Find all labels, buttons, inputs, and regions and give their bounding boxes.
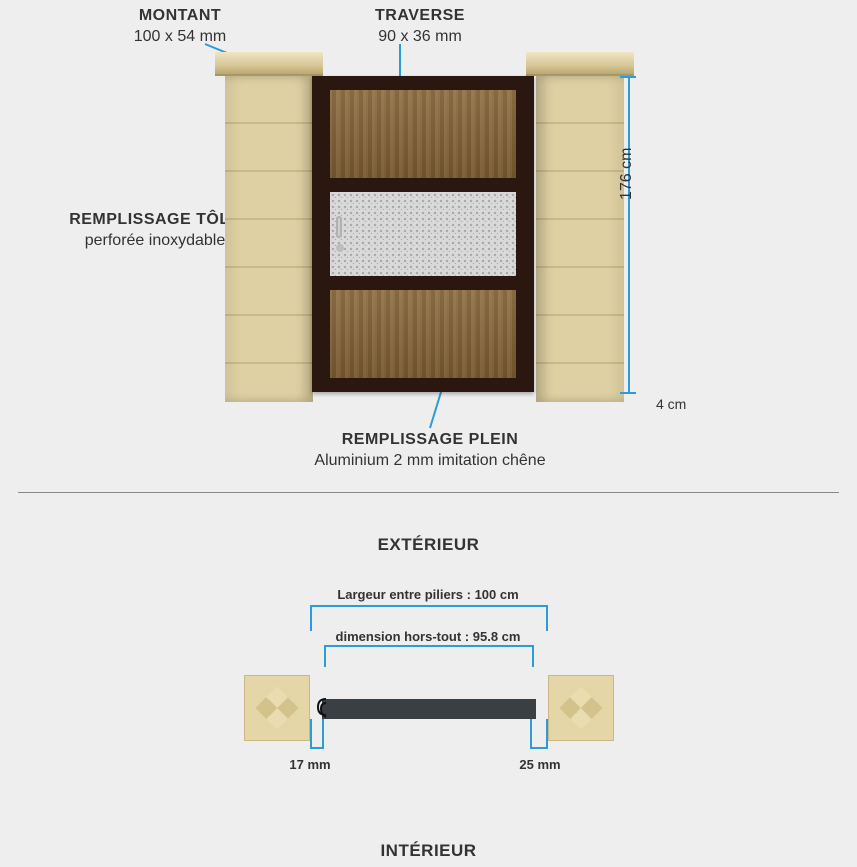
pillar-cap <box>526 52 634 76</box>
gate-rail-bottom <box>330 378 516 392</box>
dim-overall <box>324 645 534 667</box>
top-view-drawing <box>244 675 614 745</box>
dim-overall-label: dimension hors-tout : 95.8 cm <box>278 629 578 644</box>
top-view: EXTÉRIEUR Largeur entre piliers : 100 cm… <box>0 505 857 867</box>
divider <box>18 492 839 493</box>
callout-plein: REMPLISSAGE PLEIN Aluminium 2 mm imitati… <box>240 430 620 472</box>
pillar-left <box>225 52 313 402</box>
dim-between-pillars-label: Largeur entre piliers : 100 cm <box>278 587 578 602</box>
gate-panel-middle <box>330 192 516 276</box>
pillar-body <box>225 76 313 402</box>
callout-title: TRAVERSE <box>320 6 520 27</box>
door-handle-icon <box>336 216 342 238</box>
dim-gap-latch <box>530 719 548 749</box>
callout-title: REMPLISSAGE PLEIN <box>240 430 620 451</box>
gate-rail-mid1 <box>330 178 516 192</box>
callout-sub: 100 x 54 mm <box>90 27 270 48</box>
pillar-top-right <box>548 675 614 741</box>
gate-rail-mid2 <box>330 276 516 290</box>
dim-between-pillars <box>310 605 548 631</box>
door-keyhole-icon <box>336 244 344 252</box>
callout-montant: MONTANT 100 x 54 mm <box>90 6 270 48</box>
gate <box>312 76 534 392</box>
dim-gap-hinge <box>310 719 324 749</box>
section-interior: INTÉRIEUR <box>0 841 857 861</box>
dim-gap-latch-label: 25 mm <box>480 757 600 772</box>
dim-ground-gap-label: 4 cm <box>656 396 686 412</box>
callout-title: MONTANT <box>90 6 270 27</box>
gate-upright-right <box>516 76 534 392</box>
gate-upright-left <box>312 76 330 392</box>
pillar-right <box>536 52 624 402</box>
pillar-top-left <box>244 675 310 741</box>
front-view: MONTANT 100 x 54 mm TRAVERSE 90 x 36 mm … <box>0 0 857 490</box>
gate-rail-top <box>330 76 516 90</box>
gate-panel-bottom <box>330 290 516 378</box>
callout-traverse: TRAVERSE 90 x 36 mm <box>320 6 520 48</box>
pillar-cap <box>215 52 323 76</box>
dim-height-label: 176 cm <box>618 148 636 200</box>
pillar-body <box>536 76 624 402</box>
door-top <box>322 699 536 719</box>
callout-sub: Aluminium 2 mm imitation chêne <box>240 451 620 472</box>
callout-sub: 90 x 36 mm <box>320 27 520 48</box>
dim-gap-hinge-label: 17 mm <box>250 757 370 772</box>
section-exterior: EXTÉRIEUR <box>0 535 857 555</box>
dim-height <box>628 76 658 408</box>
gate-panel-top <box>330 90 516 178</box>
